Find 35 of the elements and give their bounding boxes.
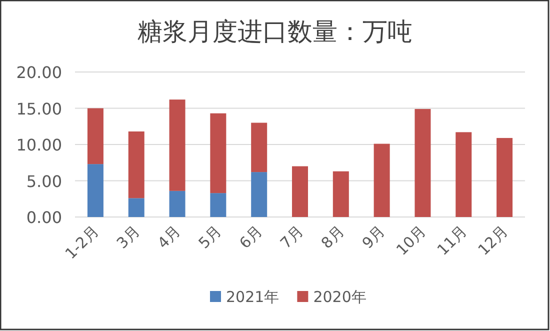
bar: [210, 193, 226, 217]
bar: [414, 108, 431, 217]
bar: [169, 190, 186, 217]
bar: [251, 172, 268, 217]
x-tick-label: 8月: [318, 222, 348, 252]
bar: [210, 113, 226, 194]
x-tick-label: 4月: [154, 222, 184, 252]
bar: [292, 166, 308, 217]
bar: [87, 164, 104, 217]
x-tick-label: 3月: [113, 222, 144, 252]
y-tick-label: 0.00: [26, 208, 62, 227]
bar: [169, 100, 186, 191]
legend-label: 2020年: [313, 288, 366, 306]
y-tick-label: 15.00: [16, 99, 62, 118]
chart-title: 糖浆月度进口数量：万吨: [138, 17, 412, 46]
y-tick-label: 10.00: [16, 136, 62, 154]
bar: [128, 198, 144, 217]
x-tick-label: 11月: [434, 222, 470, 259]
bar: [332, 171, 349, 217]
y-tick-label: 20.00: [16, 63, 62, 82]
bar: [251, 122, 268, 172]
x-tick-label: 9月: [358, 222, 389, 252]
x-tick-label: 6月: [236, 222, 266, 252]
x-tick-label: 12月: [474, 222, 512, 259]
x-tick-label: 10月: [392, 222, 430, 259]
x-tick-label: 1-2月: [62, 222, 102, 263]
bar: [128, 131, 144, 198]
legend-label: 2021年: [226, 288, 280, 306]
bar: [456, 132, 472, 217]
bar: [496, 138, 513, 217]
x-tick-label: 7月: [276, 222, 307, 252]
bar: [374, 144, 390, 217]
y-tick-label: 5.00: [26, 172, 62, 191]
bar: [87, 108, 104, 164]
x-tick-label: 5月: [194, 222, 226, 252]
